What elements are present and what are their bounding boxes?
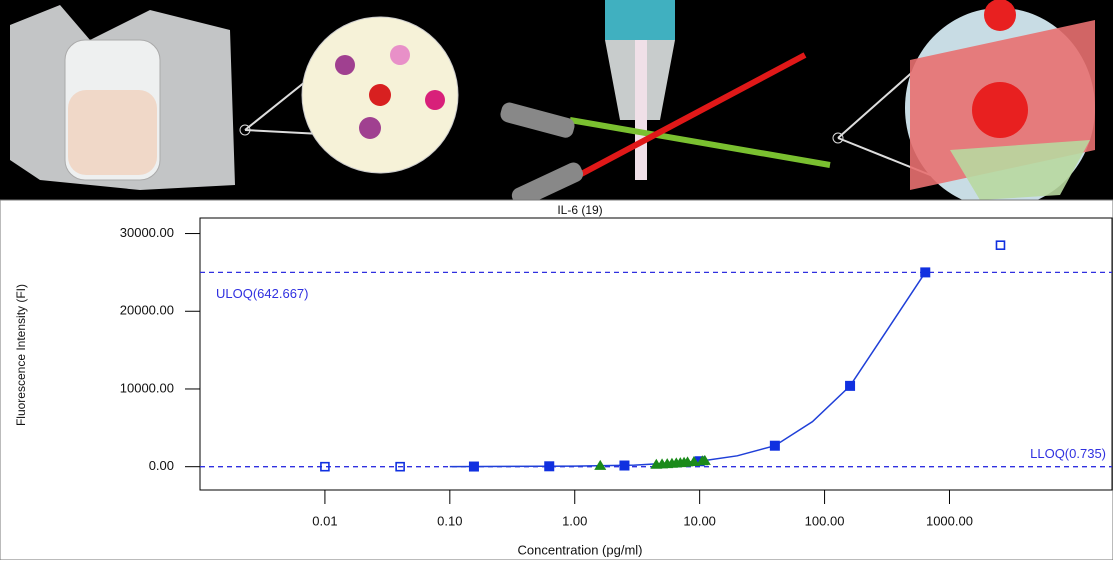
standard-point <box>920 267 930 277</box>
bead <box>359 117 381 139</box>
chart-title: IL-6 (19) <box>557 203 602 217</box>
x-tick-label: 1000.00 <box>926 513 973 528</box>
standard-point <box>619 461 629 471</box>
nozzle-top <box>605 0 675 40</box>
bead <box>335 55 355 75</box>
y-tick-label: 10000.00 <box>120 380 174 395</box>
page: IL-6 (19) Concentration (pg/ml) Fluoresc… <box>0 0 1113 560</box>
beads <box>68 90 157 175</box>
illustration <box>0 0 1113 210</box>
x-tick-label: 100.00 <box>805 513 845 528</box>
y-tick-label: 0.00 <box>149 458 174 473</box>
standard-point <box>770 441 780 451</box>
x-tick-label: 0.10 <box>437 513 462 528</box>
bead <box>972 82 1028 138</box>
x-tick-label: 1.00 <box>562 513 587 528</box>
x-tick-label: 10.00 <box>683 513 716 528</box>
bead <box>425 90 445 110</box>
plot-area <box>200 218 1112 490</box>
y-tick-label: 30000.00 <box>120 225 174 240</box>
reference-label: LLOQ(0.735) <box>1030 446 1106 461</box>
bead <box>369 84 391 106</box>
bead <box>984 0 1016 31</box>
y-axis-label: Fluorescence Intensity (FI) <box>14 284 28 426</box>
x-tick-label: 0.01 <box>312 513 337 528</box>
y-tick-label: 20000.00 <box>120 303 174 318</box>
bead <box>390 45 410 65</box>
screen: IL-6 (19) Concentration (pg/ml) Fluoresc… <box>0 0 1113 560</box>
standard-point <box>469 462 479 472</box>
standard-point <box>544 461 554 471</box>
standard-point <box>845 381 855 391</box>
reference-label: ULOQ(642.667) <box>216 286 309 301</box>
stream <box>635 40 647 180</box>
x-axis-label: Concentration (pg/ml) <box>518 542 643 557</box>
